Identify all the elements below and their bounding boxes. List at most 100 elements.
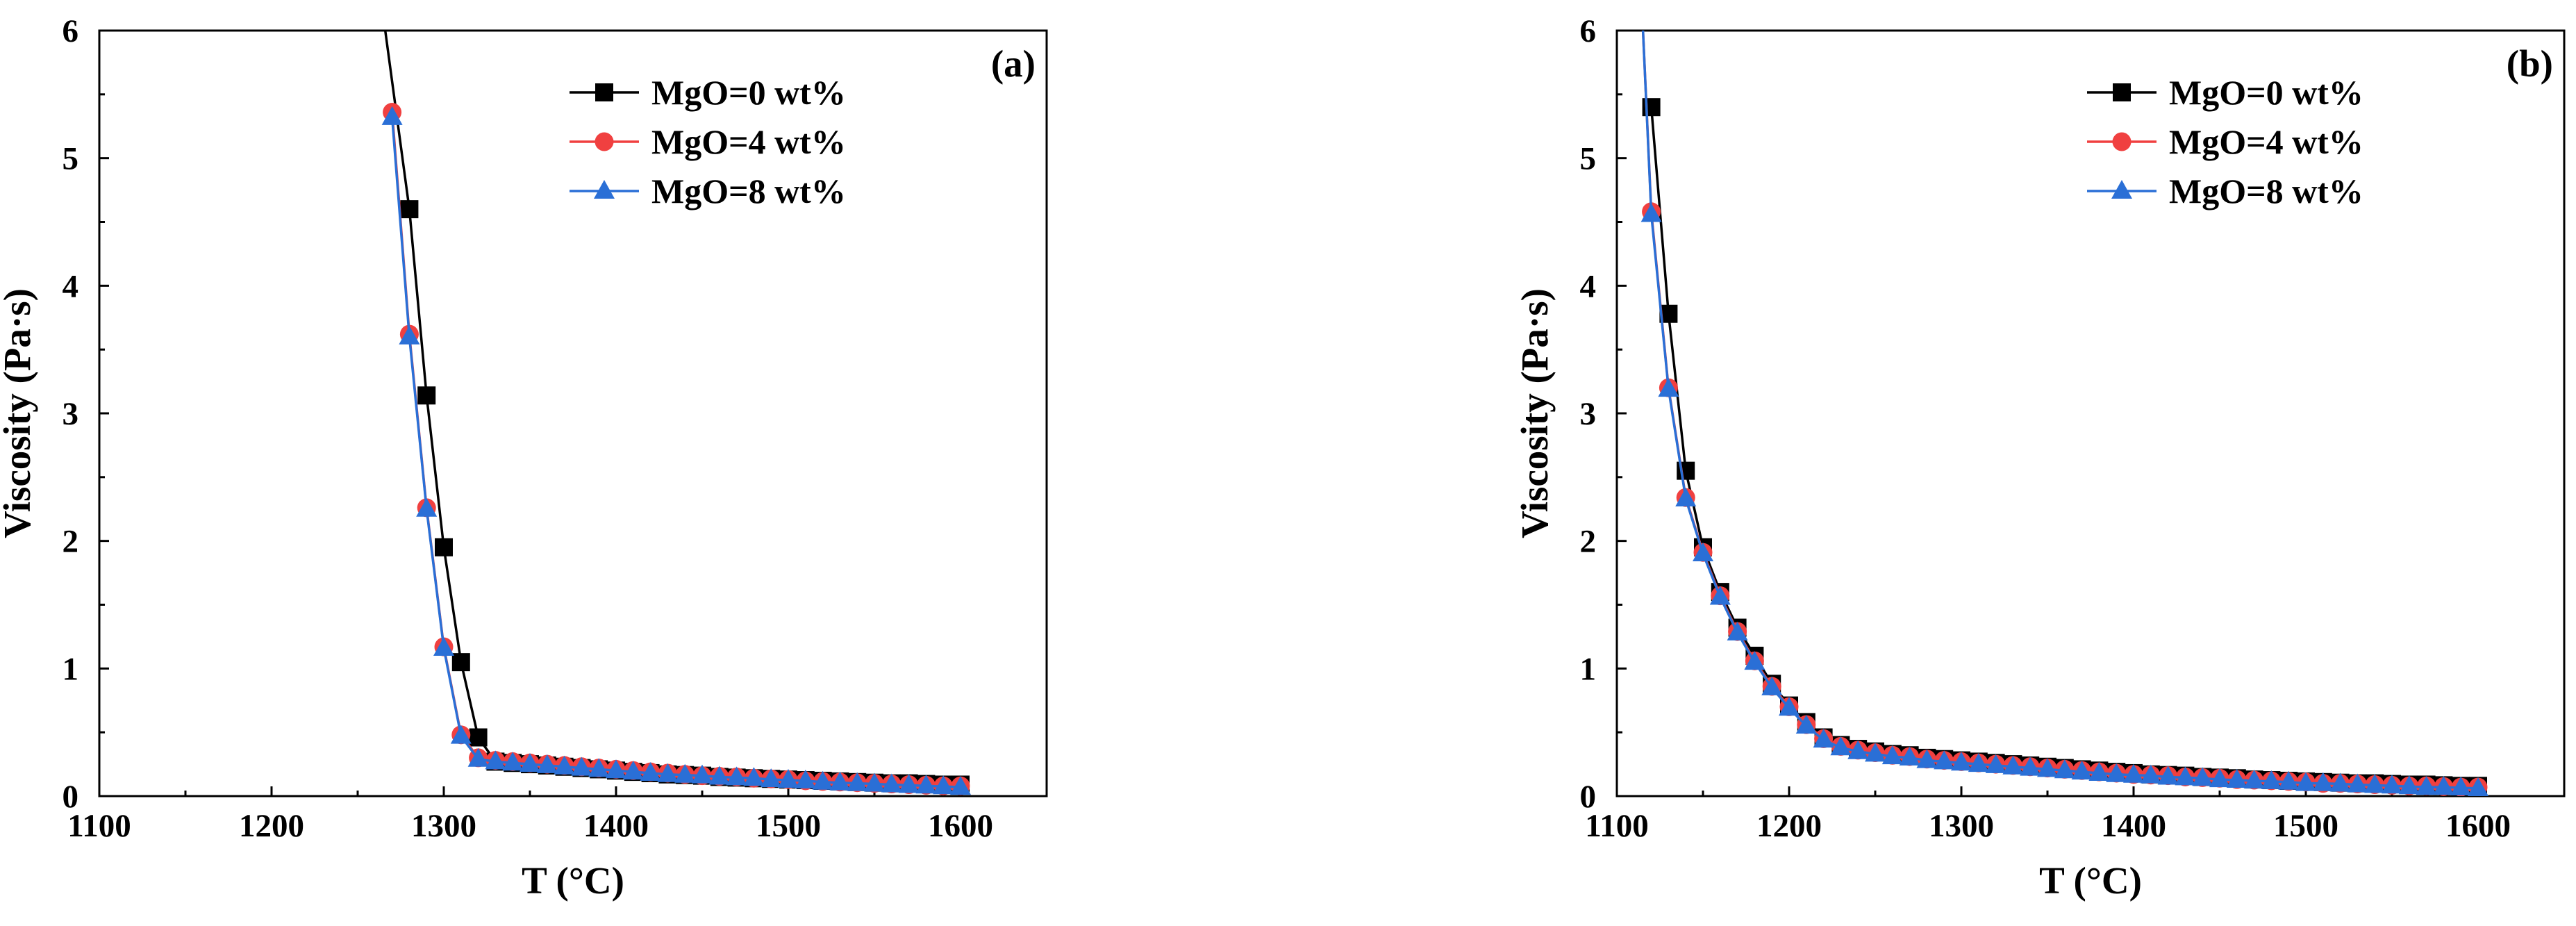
- legend-label: MgO=8 wt%: [651, 172, 846, 210]
- data-point: [864, 772, 885, 792]
- data-point: [588, 758, 610, 777]
- data-point: [674, 763, 696, 783]
- legend: MgO=0 wt% MgO=4 wt% MgO=8 wt%: [570, 73, 846, 210]
- data-point: [2175, 766, 2196, 786]
- x-axis-title: T (°C): [522, 859, 624, 902]
- legend-label: MgO=8 wt%: [2169, 172, 2363, 210]
- data-point: [1727, 621, 1748, 640]
- data-point: [812, 770, 833, 790]
- y-tick-label: 2: [1580, 524, 1597, 560]
- data-point: [400, 200, 419, 219]
- data-point: [2295, 772, 2316, 791]
- data-point: [2329, 772, 2351, 792]
- data-point: [2398, 775, 2420, 795]
- data-point: [1744, 651, 1765, 670]
- data-point: [2433, 776, 2454, 795]
- data-point: [1830, 736, 1852, 756]
- data-point: [451, 653, 470, 672]
- data-point: [2209, 768, 2230, 788]
- y-tick-label: 0: [63, 779, 79, 815]
- data-point: [450, 725, 472, 744]
- data-point: [502, 752, 524, 771]
- data-point: [536, 754, 558, 773]
- x-tick-label: 1500: [2273, 808, 2338, 844]
- data-point: [2364, 774, 2386, 793]
- legend-marker: [595, 132, 614, 151]
- legend-label: MgO=0 wt%: [2169, 73, 2363, 112]
- data-point: [1640, 203, 1662, 222]
- panel-tag: (b): [2507, 42, 2553, 85]
- series-triangle: [381, 106, 971, 795]
- y-tick-label: 4: [63, 268, 79, 304]
- legend-marker: [594, 180, 615, 199]
- data-point: [2020, 756, 2041, 776]
- data-point: [1968, 753, 1989, 772]
- series-triangle: [1640, 31, 2488, 796]
- y-tick-label: 0: [1580, 779, 1597, 815]
- y-tick-label: 3: [63, 396, 79, 432]
- x-tick-label: 1600: [2445, 808, 2511, 844]
- panel-tag: (a): [991, 42, 1036, 85]
- data-point: [606, 759, 626, 779]
- data-point: [381, 106, 403, 125]
- data-point: [1916, 749, 1938, 768]
- legend-label: MgO=0 wt%: [651, 73, 846, 112]
- data-point: [2002, 755, 2024, 775]
- data-point: [2054, 759, 2075, 779]
- data-point: [399, 325, 420, 345]
- data-point: [2157, 766, 2179, 785]
- data-point: [417, 386, 436, 405]
- data-point: [2243, 769, 2265, 788]
- data-point: [2261, 770, 2282, 789]
- data-point: [435, 538, 453, 556]
- data-point: [933, 775, 954, 795]
- x-tick-label: 1300: [1929, 808, 1994, 844]
- y-axis-title: Viscosity (Pa·s): [1513, 288, 1556, 538]
- y-tick-label: 1: [1580, 651, 1597, 687]
- data-point: [726, 766, 747, 786]
- data-point: [1865, 743, 1886, 762]
- y-tick-label: 3: [1580, 396, 1597, 432]
- x-tick-label: 1600: [928, 808, 993, 844]
- data-point: [622, 761, 644, 780]
- x-tick-label: 1100: [67, 808, 131, 844]
- data-point: [467, 747, 489, 767]
- data-point: [795, 769, 816, 788]
- legend-marker: [595, 83, 613, 101]
- data-point: [554, 755, 575, 775]
- x-tick-label: 1300: [411, 808, 476, 844]
- x-tick-label: 1100: [1585, 808, 1648, 844]
- data-point: [2416, 776, 2437, 795]
- y-tick-label: 4: [1580, 268, 1597, 304]
- data-point: [1934, 750, 1955, 770]
- data-point: [416, 497, 438, 517]
- data-point: [898, 774, 920, 793]
- data-point: [1795, 714, 1817, 734]
- series-line: [390, 117, 961, 788]
- y-tick-label: 1: [63, 651, 79, 687]
- legend-label: MgO=4 wt%: [2169, 122, 2363, 161]
- data-point: [2468, 777, 2488, 796]
- x-tick-label: 1400: [2101, 808, 2166, 844]
- data-point: [881, 773, 902, 793]
- x-axis-title: T (°C): [2039, 859, 2142, 902]
- legend-marker: [2113, 83, 2131, 101]
- data-point: [2192, 767, 2213, 786]
- data-point: [2347, 773, 2368, 793]
- data-point: [1779, 697, 1800, 716]
- x-tick-label: 1200: [1756, 808, 1822, 844]
- y-tick-label: 5: [1580, 141, 1597, 177]
- data-point: [2278, 770, 2300, 790]
- data-point: [778, 769, 799, 788]
- data-point: [2226, 769, 2247, 788]
- y-tick-label: 6: [63, 13, 79, 49]
- data-point: [2140, 764, 2161, 784]
- x-tick-label: 1500: [756, 808, 821, 844]
- y-tick-label: 5: [63, 141, 79, 177]
- data-point: [1899, 746, 1920, 766]
- y-tick-label: 6: [1580, 13, 1597, 49]
- data-point: [469, 728, 488, 747]
- legend: MgO=0 wt% MgO=4 wt% MgO=8 wt%: [2087, 73, 2363, 210]
- data-point: [1985, 754, 2006, 773]
